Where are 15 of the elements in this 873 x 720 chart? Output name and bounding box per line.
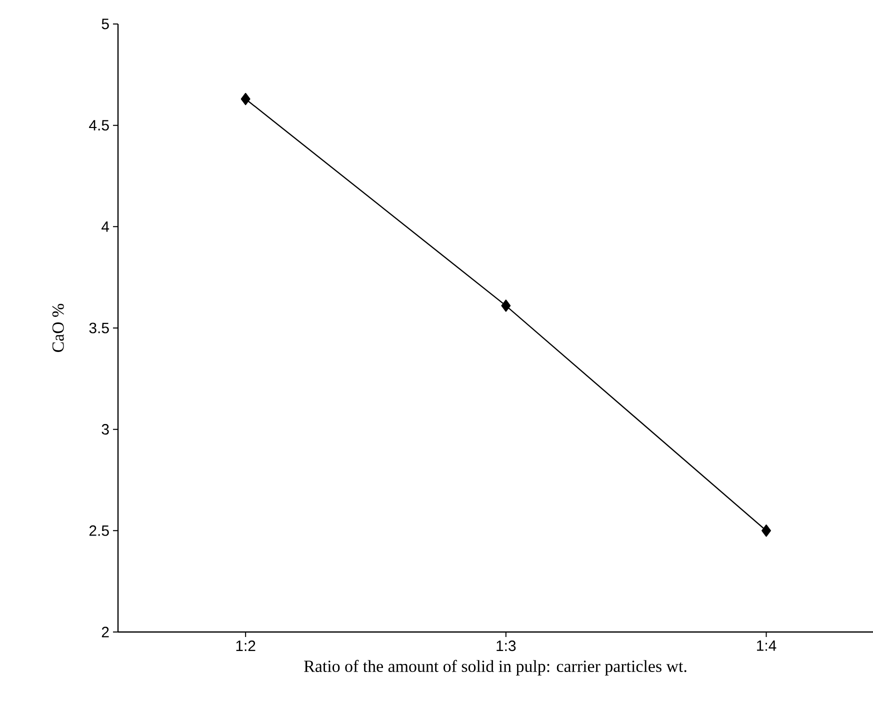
point	[240, 92, 250, 106]
y-tick-label: 3.5	[89, 322, 109, 334]
y-axis-title: CaO %	[52, 304, 64, 352]
x-tick-label: 1:3	[496, 640, 516, 652]
point	[762, 524, 771, 537]
x-tick-label: 1:2	[236, 640, 256, 651]
y-tick-label: 5	[102, 18, 109, 30]
y-tick-label: 2	[102, 626, 109, 638]
x-tick-label: 1:4	[757, 640, 776, 651]
y-tick-label: 4	[102, 222, 110, 232]
y-tick-label: 4.5	[89, 120, 109, 131]
x-axis-title: Ratio of the amount of solid in pulp: carrier particles wt.	[304, 660, 686, 676]
y-tick-label: 2.5	[89, 525, 109, 536]
y-tick-label: 3	[102, 424, 109, 435]
point	[501, 300, 511, 312]
